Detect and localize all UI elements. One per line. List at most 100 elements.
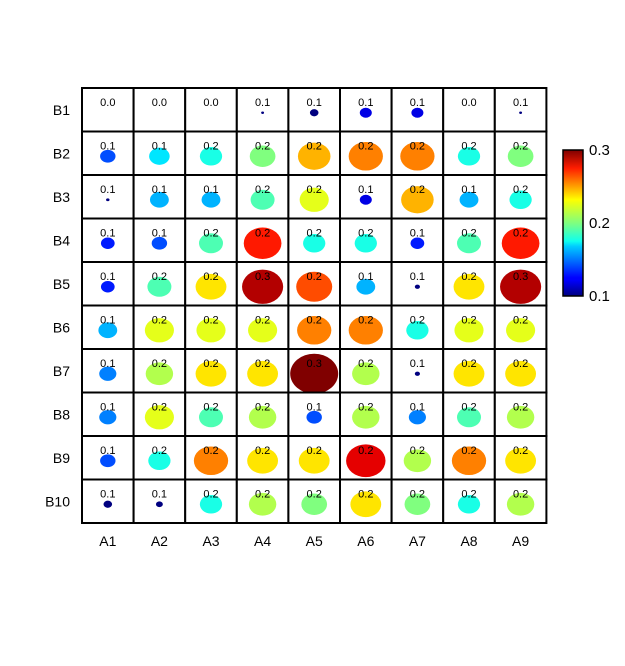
cell-value-label: 0.1 [152,228,167,240]
cell-marker [100,237,115,249]
cell-marker [100,454,116,468]
cell-marker [199,146,223,166]
cell-marker [505,447,537,474]
cell-border [81,174,135,220]
cell-border [339,174,393,220]
cell-value-label: 0.1 [410,402,425,414]
cell-value-label: 0.1 [358,271,373,283]
cell-b1-a4: 0.1 [235,87,290,133]
cell-marker [250,189,275,210]
cell-value-label: 0.2 [203,402,218,414]
cell-value-label: 0.2 [203,228,218,240]
cell-b2-a1: 0.1 [81,130,135,176]
cell-b4-a7: 0.1 [390,217,445,263]
cell-marker [243,227,282,259]
cell-marker [506,492,535,516]
cell-b9-a5: 0.2 [287,435,341,481]
cell-b8-a6: 0.2 [339,391,393,437]
cell-b5-a2: 0.2 [132,261,187,307]
cell-b9-a3: 0.2 [184,435,238,481]
cell-b3-a2: 0.1 [132,174,187,220]
cell-marker [457,494,481,514]
cell-value-label: 0.2 [513,358,528,370]
cell-b7-a2: 0.2 [132,348,187,394]
cell-marker [506,318,536,343]
cell-marker [506,405,535,429]
cell-value-label: 0.2 [410,315,425,327]
cell-marker [248,492,277,516]
cell-marker [261,111,265,114]
cell-border [132,87,187,133]
cell-b4-a6: 0.2 [339,217,393,263]
cell-b9-a6: 0.2 [339,435,393,481]
cell-b6-a5: 0.2 [287,304,341,350]
cell-b8-a3: 0.2 [184,391,238,437]
cell-b8-a5: 0.1 [287,391,341,437]
cell-b1-a5: 0.1 [287,87,341,133]
cell-value-label: 0.2 [461,358,476,370]
cell-value-label: 0.1 [358,184,373,196]
x-tick-label-a8: A8 [460,533,477,549]
y-tick-label-b10: B10 [45,493,70,509]
cell-value-label: 0.2 [152,358,167,370]
cell-b10-a1: 0.1 [81,478,135,524]
cell-value-label: 0.2 [203,141,218,153]
cell-value-label: 0.2 [307,184,322,196]
x-tick-label-a1: A1 [99,533,116,549]
colorbar-tick-label: 0.1 [589,288,610,305]
cell-b9-a1: 0.1 [81,435,135,481]
cell-value-label: 0.2 [255,358,270,370]
cell-marker [199,494,223,514]
cell-b1-a1: 0.0 [81,87,135,133]
cell-b5-a1: 0.1 [81,261,135,307]
cell-border [184,391,238,437]
cell-b7-a3: 0.2 [184,348,238,394]
cell-b2-a2: 0.1 [132,130,187,176]
cell-b10-a8: 0.2 [442,478,496,524]
cell-value-label: 0.1 [100,271,115,283]
cell-value-label: 0.3 [307,358,322,370]
cell-border [235,87,290,133]
cell-value-label: 0.2 [513,315,528,327]
cell-b1-a2: 0.0 [132,87,187,133]
cell-marker [519,111,523,114]
cell-value-label: 0.0 [152,97,167,109]
cell-b1-a8: 0.0 [442,87,496,133]
cell-marker [242,269,284,304]
cell-b6-a4: 0.2 [235,304,290,350]
cell-border [442,87,496,133]
cell-b10-a5: 0.2 [287,478,341,524]
cell-b6-a9: 0.2 [493,304,548,350]
cell-value-label: 0.2 [255,184,270,196]
y-tick-label-b2: B2 [53,145,70,161]
cell-value-label: 0.2 [152,402,167,414]
cell-border [493,130,548,176]
cell-marker [297,142,331,170]
cell-marker [359,107,372,118]
cell-value-label: 0.2 [461,445,476,457]
y-tick-labels: B1 B2 B3 B4 B5 B6 B7 B8 B9 B10 [45,102,70,510]
cell-marker [155,501,163,508]
cell-b6-a6: 0.2 [339,304,393,350]
cell-b4-a2: 0.1 [132,217,187,263]
cell-value-label: 0.1 [307,402,322,414]
cell-b2-a7: 0.2 [390,130,445,176]
cell-value-label: 0.2 [410,445,425,457]
cell-value-label: 0.2 [255,141,270,153]
cell-value-label: 0.2 [255,402,270,414]
cell-value-label: 0.0 [461,97,476,109]
cell-b6-a8: 0.2 [442,304,496,350]
cell-marker [457,233,481,254]
cell-marker [348,315,383,345]
cell-value-label: 0.2 [461,271,476,283]
cell-b4-a5: 0.2 [287,217,341,263]
cell-b9-a4: 0.2 [235,435,290,481]
cell-value-label: 0.1 [152,141,167,153]
cell-b10-a7: 0.2 [390,478,445,524]
x-tick-label-a9: A9 [512,533,529,549]
cell-marker [106,198,110,202]
cell-b2-a5: 0.2 [287,130,341,176]
cell-value-label: 0.2 [461,315,476,327]
cell-value-label: 0.2 [513,402,528,414]
cell-marker [144,405,174,430]
